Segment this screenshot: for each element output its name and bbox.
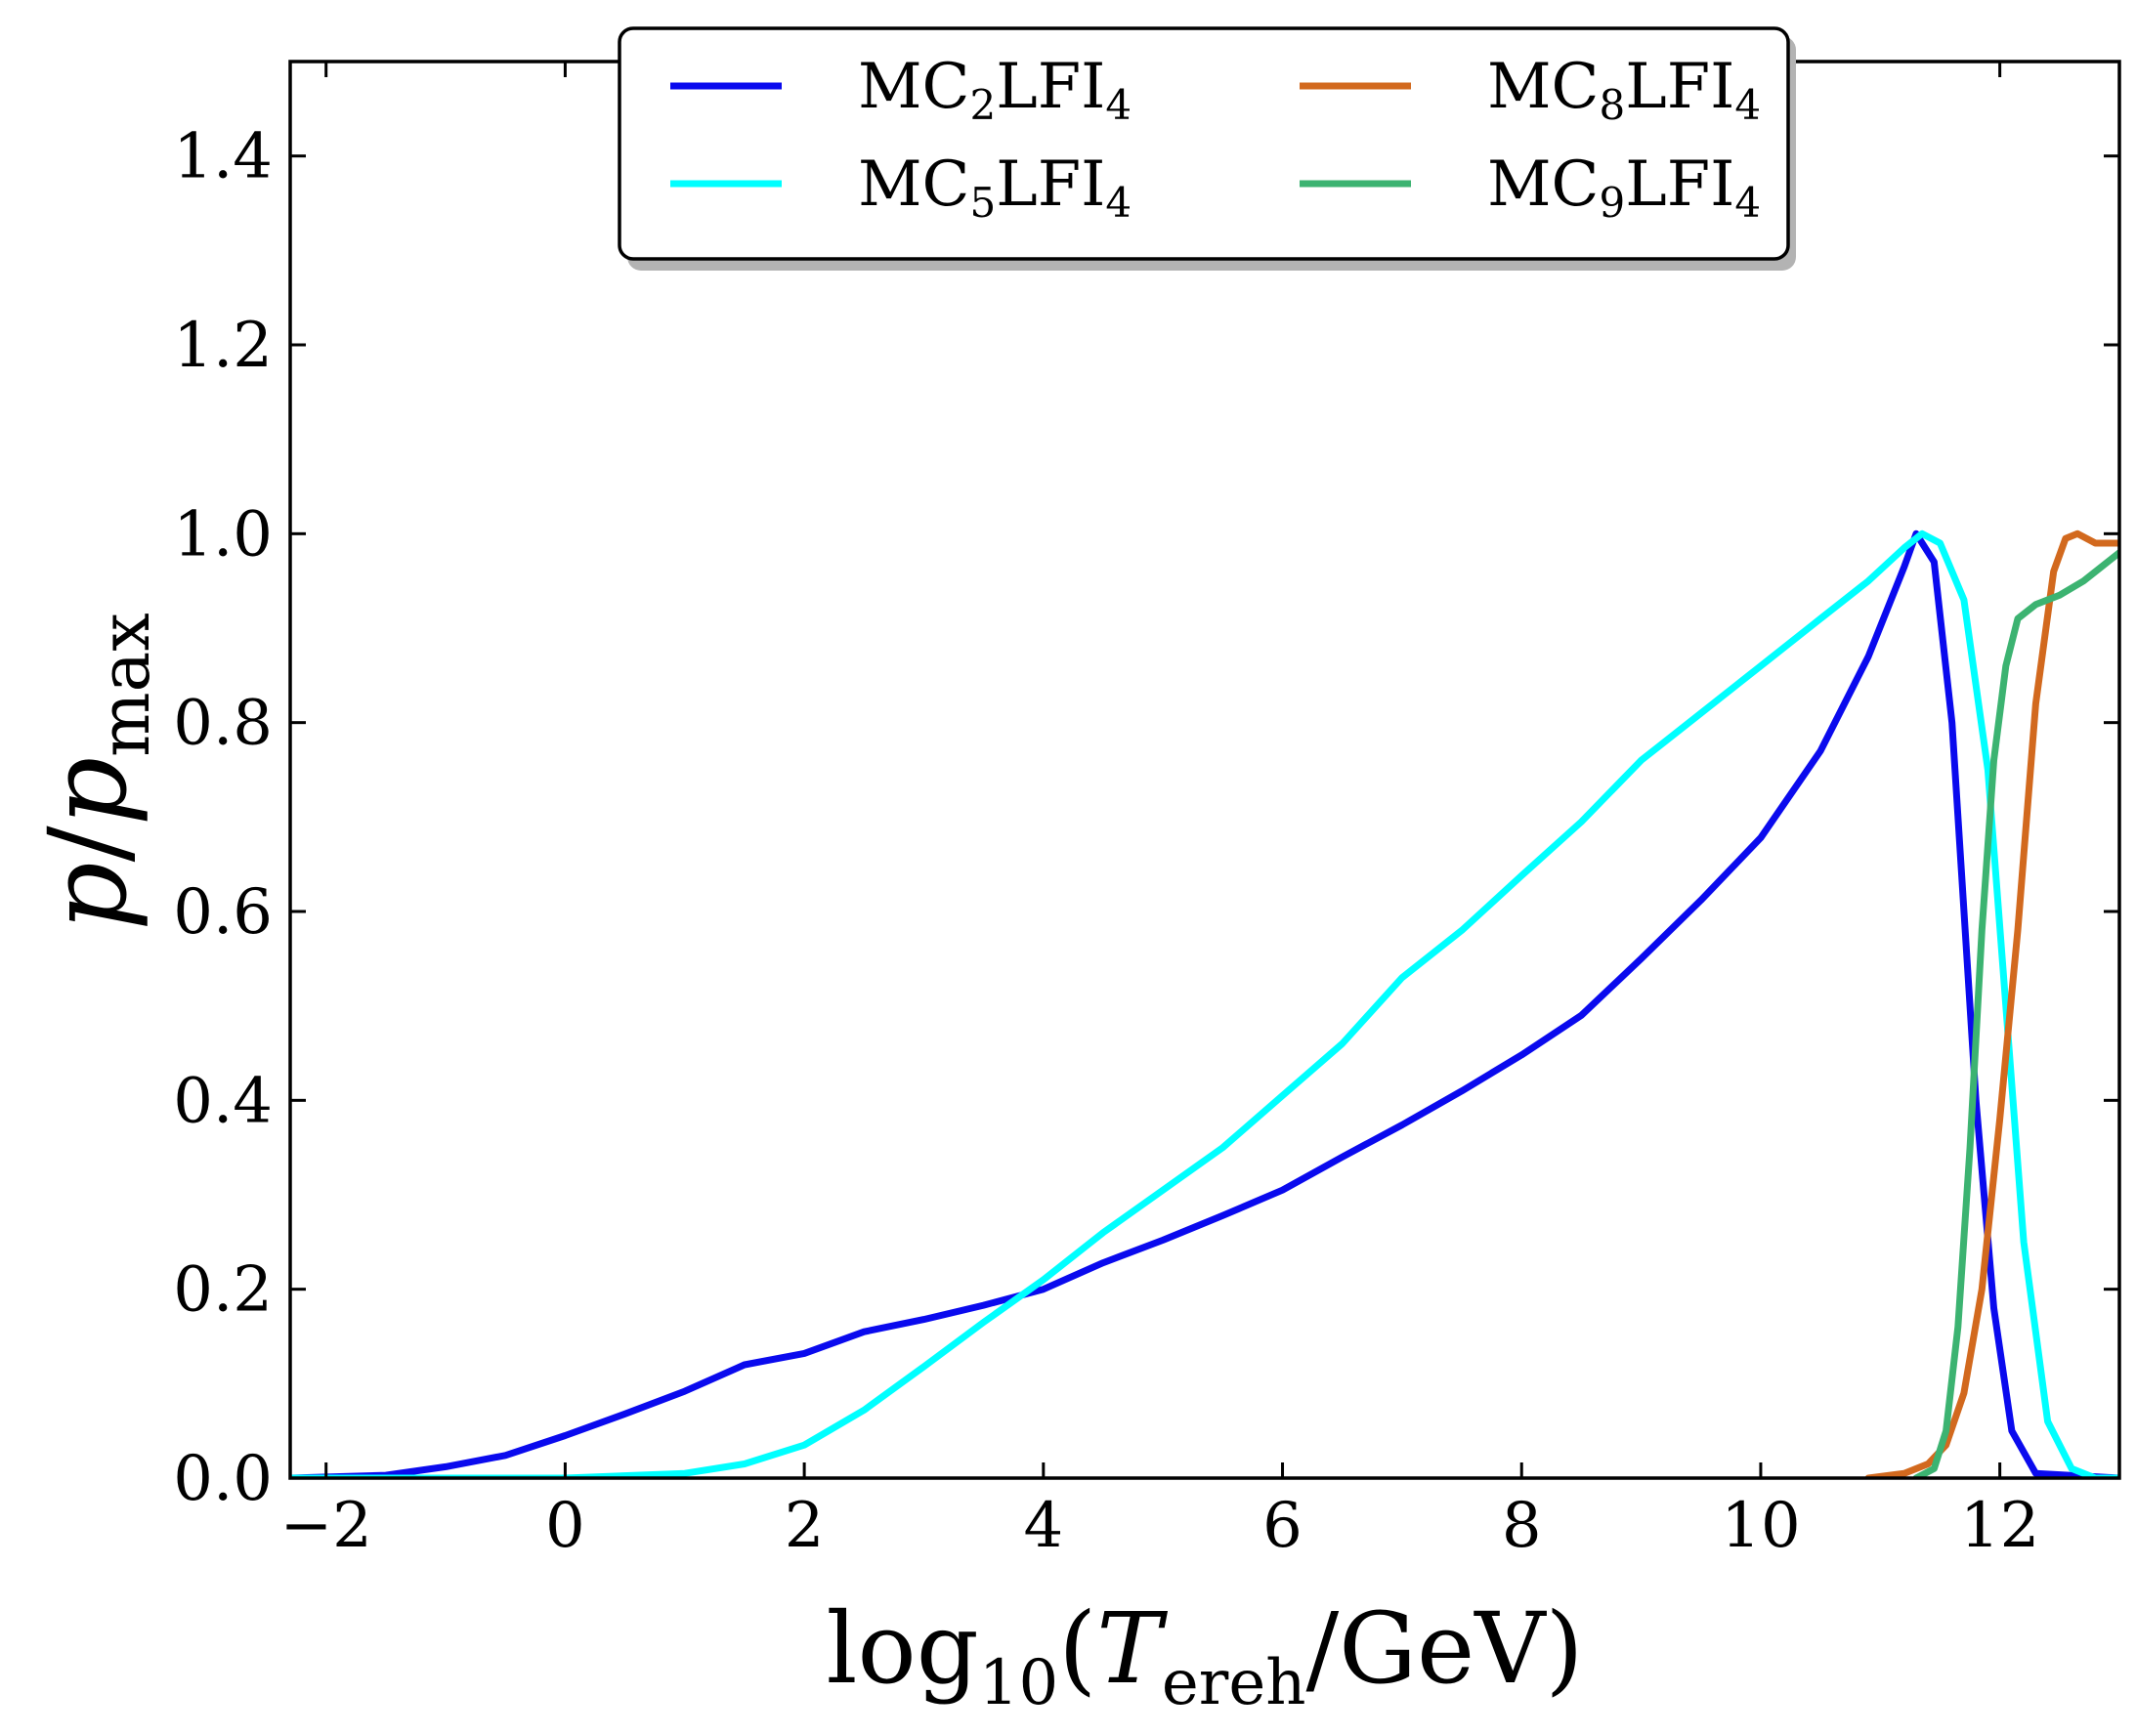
y-tick-label: 1.2 [173, 310, 273, 382]
legend-label-mc8lfi4: MC8LFI4 [1487, 51, 1761, 129]
y-tick-label: 0.2 [173, 1254, 273, 1327]
y-title-var: p [25, 862, 150, 930]
series-line-mc5lfi4 [290, 529, 2119, 1478]
series-line-mc2lfi4 [290, 529, 2119, 1478]
legend-label-mc9lfi4: MC9LFI4 [1487, 148, 1761, 227]
x-title-var-sub: ereh [1162, 1647, 1306, 1719]
x-title-unit: /GeV) [1305, 1591, 1583, 1706]
y-tick-label: 0.4 [173, 1065, 273, 1137]
y-title-slash: / [25, 825, 150, 862]
y-tick-label: 1.0 [173, 498, 273, 571]
legend: MC2LFI4 MC5LFI4 MC8LFI4 MC9LFI4 [618, 26, 1796, 271]
x-tick-label: 6 [1262, 1490, 1303, 1562]
series-line-mc9lfi4 [1912, 549, 2119, 1478]
y-title-var2-sub: max [85, 613, 165, 757]
x-axis: −2 0 2 4 6 8 10 12 [280, 62, 2039, 1562]
y-tick-label: 0.8 [173, 688, 273, 760]
plot-area [290, 62, 2119, 1478]
series-layer [290, 529, 2119, 1478]
x-title-var: T [1096, 1591, 1168, 1706]
y-axis-title: p/pmax [25, 613, 165, 931]
legend-box [618, 26, 1790, 261]
y-title-var2: p [25, 757, 150, 826]
x-title-log: log [827, 1591, 979, 1706]
x-tick-label: 10 [1721, 1490, 1800, 1562]
legend-label-mc5lfi4: MC5LFI4 [858, 148, 1132, 227]
x-tick-label: 12 [1960, 1490, 2039, 1562]
x-title-open: ( [1058, 1591, 1096, 1706]
x-tick-label: 8 [1502, 1490, 1542, 1562]
x-tick-label: 0 [545, 1490, 585, 1562]
x-tick-label: 4 [1023, 1490, 1063, 1562]
y-tick-label: 0.6 [173, 876, 273, 949]
y-tick-label: 1.4 [173, 121, 273, 193]
y-axis: 0.0 0.2 0.4 0.6 0.8 1.0 1.2 1.4 [173, 121, 2119, 1515]
legend-items: MC2LFI4 MC5LFI4 MC8LFI4 MC9LFI4 [670, 51, 1761, 227]
x-axis-title: log10(Tereh/GeV) [827, 1591, 1584, 1719]
x-tick-label: −2 [280, 1490, 372, 1562]
y-tick-label: 0.0 [173, 1443, 273, 1515]
legend-label-mc2lfi4: MC2LFI4 [858, 51, 1132, 129]
x-tick-label: 2 [785, 1490, 825, 1562]
series-line-mc8lfi4 [1864, 529, 2119, 1478]
x-title-log-sub: 10 [979, 1647, 1058, 1719]
